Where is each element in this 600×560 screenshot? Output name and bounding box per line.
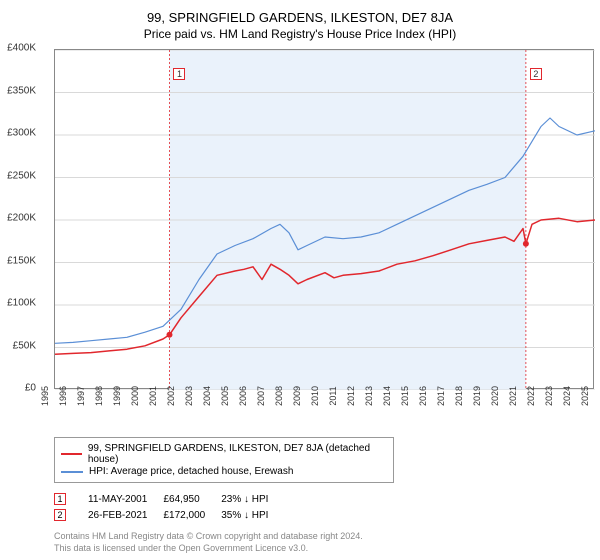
event-date: 26-FEB-2021: [88, 507, 163, 523]
footer-line1: Contains HM Land Registry data © Crown c…: [54, 531, 586, 543]
y-tick-label: £350K: [7, 85, 36, 96]
y-axis-ticks: £0£50K£100K£150K£200K£250K£300K£350K£400…: [0, 48, 38, 388]
y-tick-label: £0: [25, 383, 36, 394]
plot-svg: [55, 50, 595, 390]
legend: 99, SPRINGFIELD GARDENS, ILKESTON, DE7 8…: [54, 437, 394, 483]
x-tick-label: 2004: [202, 386, 212, 406]
event-delta: 23% ↓ HPI: [221, 491, 284, 507]
x-tick-label: 2014: [382, 386, 392, 406]
y-tick-label: £250K: [7, 170, 36, 181]
legend-swatch: [61, 453, 82, 455]
event-date: 11-MAY-2001: [88, 491, 163, 507]
x-tick-label: 2007: [256, 386, 266, 406]
x-tick-label: 2006: [238, 386, 248, 406]
event-marker-1: 1: [173, 68, 185, 80]
footer: Contains HM Land Registry data © Crown c…: [54, 531, 586, 554]
x-tick-label: 2009: [292, 386, 302, 406]
chart-container: 99, SPRINGFIELD GARDENS, ILKESTON, DE7 8…: [0, 0, 600, 560]
legend-label: HPI: Average price, detached house, Erew…: [89, 466, 293, 477]
x-tick-label: 1995: [40, 386, 50, 406]
x-tick-label: 2019: [472, 386, 482, 406]
event-id: 1: [54, 491, 88, 507]
x-tick-label: 2000: [130, 386, 140, 406]
y-tick-label: £150K: [7, 255, 36, 266]
x-tick-label: 1999: [112, 386, 122, 406]
event-id: 2: [54, 507, 88, 523]
footer-line2: This data is licensed under the Open Gov…: [54, 543, 586, 555]
x-tick-label: 2020: [490, 386, 500, 406]
x-tick-label: 2015: [400, 386, 410, 406]
x-tick-label: 1998: [94, 386, 104, 406]
event-delta: 35% ↓ HPI: [221, 507, 284, 523]
y-tick-label: £400K: [7, 43, 36, 54]
event-row: 111-MAY-2001£64,95023% ↓ HPI: [54, 491, 284, 507]
events-table: 111-MAY-2001£64,95023% ↓ HPI226-FEB-2021…: [54, 491, 586, 523]
event-marker-2: 2: [530, 68, 542, 80]
x-tick-label: 2025: [580, 386, 590, 406]
x-tick-label: 1996: [58, 386, 68, 406]
y-tick-label: £300K: [7, 128, 36, 139]
legend-label: 99, SPRINGFIELD GARDENS, ILKESTON, DE7 8…: [88, 443, 387, 465]
x-tick-label: 1997: [76, 386, 86, 406]
x-tick-label: 2005: [220, 386, 230, 406]
x-tick-label: 2018: [454, 386, 464, 406]
x-tick-label: 2016: [418, 386, 428, 406]
x-tick-label: 2001: [148, 386, 158, 406]
legend-row: 99, SPRINGFIELD GARDENS, ILKESTON, DE7 8…: [61, 443, 387, 465]
y-tick-label: £100K: [7, 298, 36, 309]
x-tick-label: 2002: [166, 386, 176, 406]
y-tick-label: £50K: [13, 340, 36, 351]
x-tick-label: 2012: [346, 386, 356, 406]
x-tick-label: 2011: [328, 386, 338, 405]
chart-title: 99, SPRINGFIELD GARDENS, ILKESTON, DE7 8…: [14, 10, 586, 25]
y-tick-label: £200K: [7, 213, 36, 224]
event-price: £172,000: [163, 507, 221, 523]
x-axis-ticks: 1995199619971998199920002001200220032004…: [40, 390, 580, 430]
plot-area: 12: [54, 49, 594, 389]
event-row: 226-FEB-2021£172,00035% ↓ HPI: [54, 507, 284, 523]
x-tick-label: 2013: [364, 386, 374, 406]
x-tick-label: 2022: [526, 386, 536, 406]
x-tick-label: 2024: [562, 386, 572, 406]
x-tick-label: 2023: [544, 386, 554, 406]
legend-row: HPI: Average price, detached house, Erew…: [61, 466, 387, 477]
x-tick-label: 2010: [310, 386, 320, 406]
x-tick-label: 2021: [508, 386, 518, 406]
legend-swatch: [61, 471, 83, 473]
x-tick-label: 2003: [184, 386, 194, 406]
chart-subtitle: Price paid vs. HM Land Registry's House …: [14, 27, 586, 41]
x-tick-label: 2017: [436, 386, 446, 406]
event-price: £64,950: [163, 491, 221, 507]
x-tick-label: 2008: [274, 386, 284, 406]
